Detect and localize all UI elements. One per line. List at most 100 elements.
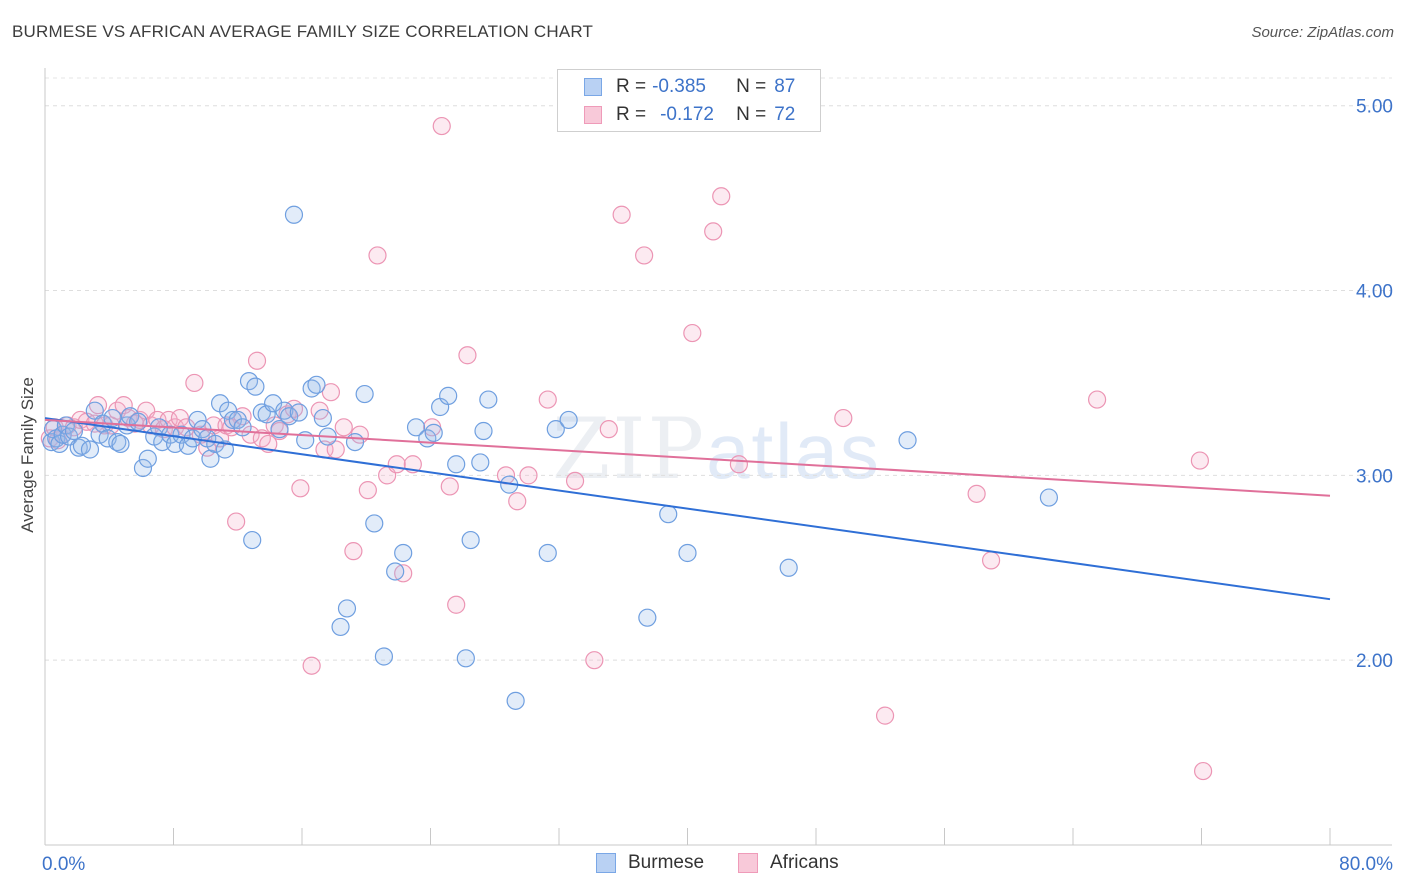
burmese-point	[456, 649, 475, 668]
legend-r-label: R =	[616, 76, 647, 97]
africans-point	[88, 396, 108, 415]
legend-row-burmese: R = -0.385 N = 87	[558, 73, 795, 101]
axes	[44, 68, 1392, 846]
burmese-point	[374, 647, 394, 666]
burmese-point	[215, 440, 234, 459]
tick-labels: 2.00 3.00 4.00 5.00 0.0% 80.0%	[42, 97, 1393, 875]
gridlines	[45, 77, 1392, 661]
legend-r-label: R =	[616, 104, 647, 125]
africans-point	[440, 477, 459, 496]
burmese-point	[898, 431, 917, 450]
trend-lines	[44, 417, 1331, 601]
burmese-point	[345, 432, 365, 452]
burmese-point	[219, 401, 238, 420]
burmese-point	[223, 410, 243, 430]
africans-point	[635, 246, 654, 265]
burmese-point	[313, 408, 332, 428]
burmese-point	[337, 599, 357, 618]
x-tick-label-min: 0.0%	[42, 854, 85, 875]
africans-point	[729, 455, 749, 474]
burmese-point	[506, 691, 525, 710]
africans-point	[358, 481, 377, 500]
legend-item-africans[interactable]: Africans	[738, 852, 839, 874]
africans-point	[834, 408, 853, 428]
africans-point	[565, 471, 585, 491]
burmese-point	[638, 608, 657, 627]
africans-point	[387, 455, 406, 474]
legend-row-africans: R = -0.172 N = 72	[558, 101, 795, 129]
chart-title: BURMESE VS AFRICAN AVERAGE FAMILY SIZE C…	[12, 22, 594, 41]
burmese-point	[546, 420, 565, 439]
burmese-point	[69, 438, 88, 457]
legend-item-burmese[interactable]: Burmese	[596, 852, 704, 874]
legend-label-africans: Africans	[770, 852, 839, 873]
africans-point	[159, 410, 178, 430]
series-legend: Burmese Africans	[0, 852, 1406, 878]
burmese-point	[246, 377, 265, 396]
burmese-point	[243, 530, 262, 550]
burmese-point	[447, 455, 466, 474]
burmese-point	[424, 423, 443, 442]
africans-point	[185, 373, 204, 393]
legend-r-value: -0.385	[652, 76, 706, 97]
burmese-point	[263, 394, 283, 413]
africans-point	[334, 418, 353, 437]
burmese-point	[275, 401, 294, 420]
burmese-point	[138, 449, 157, 468]
burmese-point	[233, 418, 252, 437]
africans-point	[508, 492, 527, 511]
africans-point	[585, 651, 604, 670]
burmese-point	[471, 453, 490, 472]
africans-point	[981, 551, 1001, 570]
africans-point	[967, 484, 986, 503]
watermark-atlas: atlas	[706, 407, 881, 495]
legend-swatch-burmese	[596, 853, 616, 873]
burmese-point	[129, 412, 148, 431]
burmese-point	[538, 543, 557, 563]
burmese-trend-line	[44, 417, 1331, 601]
africans-point	[612, 205, 631, 224]
africans-point	[247, 351, 267, 370]
africans-point	[368, 246, 387, 265]
burmese-point	[111, 434, 130, 454]
africans-point	[291, 479, 310, 498]
burmese-point	[479, 390, 498, 409]
burmese-point	[386, 562, 405, 581]
burmese-point	[439, 386, 458, 405]
watermark-zip: ZIP	[552, 400, 707, 498]
burmese-points	[42, 205, 1059, 710]
africans-point	[321, 383, 341, 402]
y-tick-label: 2.00	[1356, 651, 1393, 672]
legend-swatch-burmese	[584, 78, 602, 96]
burmese-point	[355, 384, 374, 404]
africans-point	[704, 222, 723, 241]
burmese-point	[85, 401, 104, 420]
legend-n-value: 87	[774, 76, 796, 97]
africans-point	[326, 440, 345, 459]
burmese-point	[172, 425, 191, 444]
burmese-point	[474, 421, 493, 441]
burmese-point	[331, 617, 350, 637]
africans-point	[447, 595, 466, 614]
burmese-point	[257, 405, 276, 424]
burmese-point	[461, 530, 480, 550]
y-tick-label: 4.00	[1356, 282, 1393, 303]
africans-point	[712, 187, 731, 206]
burmese-point	[1039, 488, 1059, 507]
africans-point	[458, 346, 477, 365]
africans-trend-line	[44, 418, 1331, 497]
burmese-point	[307, 375, 326, 394]
legend-n-value: 72	[774, 104, 796, 125]
legend-n-label: N =	[736, 104, 767, 125]
legend-swatch-africans	[584, 106, 602, 124]
burmese-point	[678, 543, 697, 563]
africans-point	[875, 706, 895, 725]
legend-label-burmese: Burmese	[628, 852, 705, 873]
africans-point	[519, 466, 538, 485]
africans-point	[432, 116, 451, 136]
legend-swatch-africans	[738, 853, 758, 873]
africans-point	[1194, 761, 1213, 781]
africans-point	[683, 323, 702, 343]
correlation-legend: R = -0.385 N = 87 R = -0.172 N = 72	[557, 69, 821, 132]
